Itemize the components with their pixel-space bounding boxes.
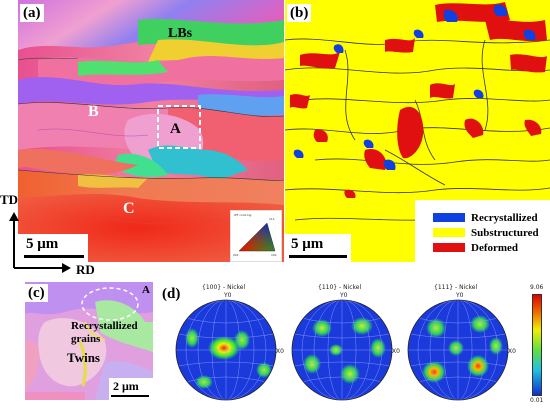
annotation-twins: Twins [67, 350, 100, 365]
colorbar-max-label: 9.06 [530, 284, 544, 291]
pole-figure-110-x-axis: X0 [392, 348, 400, 355]
scale-bar-c [109, 378, 153, 400]
colorbar-min-label: 0.01 [530, 397, 544, 404]
panel-b-label: (b) [287, 4, 312, 22]
pole-figure-110-title: {110} - Nickel [318, 284, 362, 291]
scale-bar-c-line [111, 395, 149, 397]
scale-bar-c-label: 2 μm [113, 379, 139, 393]
pole-figure-100-title: {100} - Nickel [202, 284, 246, 291]
ipf-key-corner-001: 001 [233, 253, 239, 257]
panel-a-label: (a) [20, 4, 44, 22]
pole-figure-111-disc [407, 299, 509, 401]
legend-label-substructured: Substructured [471, 226, 539, 239]
pole-figure-110: {110} - Nickel Y0 [284, 284, 404, 410]
pole-figure-111: {111} - Nickel Y0 [400, 284, 520, 410]
scale-bar-a-line [24, 255, 84, 258]
pole-figure-100-y-axis: Y0 [224, 292, 232, 299]
ipf-key-corner-111: 111 [269, 217, 275, 221]
pole-figure-111-title: {111} - Nickel [434, 284, 478, 291]
ipf-map-panel: (a) LBs B A C 5 μm IPF coloring 001 101 … [18, 0, 284, 262]
scale-bar-b-line [289, 255, 347, 258]
legend-swatch-substructured [433, 228, 465, 237]
legend-swatch-deformed [433, 243, 465, 252]
pole-figure-panel: (d) {100} - Nickel Y0 [160, 280, 550, 410]
annotation-recrystallized-grains: Recrystallized grains [71, 320, 138, 345]
legend-item-deformed: Deformed [433, 240, 539, 255]
intensity-colorbar [532, 294, 542, 396]
pole-figure-100-x-axis: X0 [276, 348, 284, 355]
legend-swatch-recrystallized [433, 213, 465, 222]
legend-label-recrystallized: Recrystallized [471, 211, 538, 224]
pole-figure-110-disc [291, 299, 393, 401]
zoom-panel-c: (c) A Recrystallized grains Twins 2 μm [25, 282, 153, 400]
ipf-key-title: IPF coloring [234, 213, 252, 217]
annotation-lbs: LBs [168, 26, 193, 41]
recrystallization-map [285, 2, 550, 262]
td-rd-axes-arrows [9, 212, 71, 273]
ipf-color-key: IPF coloring 001 101 111 [230, 210, 282, 262]
axis-td-label: TD [0, 192, 19, 207]
pole-figure-100: {100} - Nickel Y0 [168, 284, 288, 410]
panel-c-corner-label: A [142, 284, 150, 296]
ipf-orientation-map [18, 0, 284, 262]
legend-item-substructured: Substructured [433, 225, 539, 240]
annotation-a: A [170, 121, 181, 137]
panel-c-label: (c) [25, 284, 48, 302]
legend-b: Recrystallized Substructured Deformed [433, 210, 539, 255]
scale-bar-b-label: 5 μm [291, 236, 324, 252]
ipf-triangle [238, 222, 276, 252]
legend-item-recrystallized: Recrystallized [433, 210, 539, 225]
panel-d-label: (d) [162, 286, 181, 302]
annotation-b: B [88, 103, 99, 120]
legend-label-deformed: Deformed [471, 241, 519, 254]
scale-bar-a-label: 5 μm [26, 236, 59, 252]
pole-figure-100-disc [175, 299, 277, 401]
pole-figure-110-y-axis: Y0 [340, 292, 348, 299]
axis-rd-label: RD [76, 262, 95, 277]
pole-figure-111-x-axis: X0 [508, 348, 516, 355]
pole-figure-111-y-axis: Y0 [456, 292, 464, 299]
annotation-c: C [123, 200, 135, 217]
ipf-key-corner-101: 101 [271, 253, 277, 257]
kam-map-panel: (b) Recrystallized Substructured Deforme… [285, 0, 550, 262]
